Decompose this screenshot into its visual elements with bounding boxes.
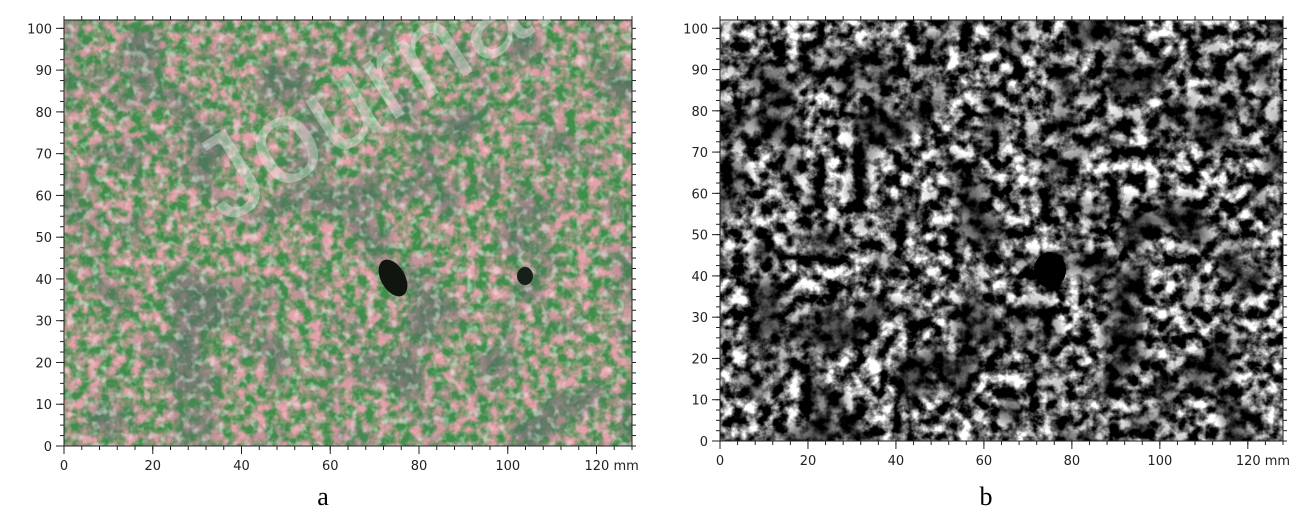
panel-a-x-tick-label: 40 [233,459,250,474]
panel-b-y-tick-label: 30 [691,311,708,326]
panel-b-x-tick-label: 60 [976,454,993,469]
panel-b-x-tick-label: 100 [1147,454,1172,469]
panel-b-x-tick-label: 120 mm [1236,454,1290,469]
panel-a-y-tick-label: 70 [35,148,52,163]
panel-a-y-tick-label: 80 [35,106,52,121]
panel-a-y-tick-label: 50 [35,231,52,246]
panel-a-caption: a [317,482,329,511]
panel-b-x-tick-label: 80 [1064,454,1081,469]
panel-a-y-tick-label: 30 [35,315,52,330]
panel-a-y-tick-label: 20 [35,356,52,371]
panel-b-y-tick-label: 10 [691,394,708,409]
panel-b-axes: 0 20 40 60 80 100 120 mm 0 10 20 30 40 50 60 70 80 90 100 [683,16,1290,469]
panel-b: 0 20 40 60 80 100 120 mm 0 10 20 30 40 50 60 70 80 90 100… [683,16,1290,511]
panel-a: 0 20 40 60 80 100 120 mm 0 10 20 30 40 50 60 70 80 90 100… [27,16,639,511]
panel-b-image [720,20,1283,441]
panel-a-y-tick-label: 60 [35,189,52,204]
panel-b-y-tick-label: 70 [691,146,708,161]
panel-b-y-tick-label: 80 [691,105,708,120]
panel-b-caption: b [980,482,993,511]
panel-a-x-tick-label: 20 [144,459,161,474]
panel-b-x-tick-label: 40 [888,454,905,469]
panel-a-image [64,20,632,446]
panel-b-y-tick-label: 40 [691,270,708,285]
panel-a-y-tick-label: 100 [27,22,52,37]
panel-a-x-tick-label: 60 [322,459,339,474]
panel-a-x-tick-label: 100 [495,459,520,474]
panel-a-y-tick-label: 0 [44,440,52,455]
panel-b-y-tick-label: 100 [683,22,708,37]
panel-b-x-tick-label: 20 [800,454,817,469]
panel-b-x-tick-label: 0 [716,454,724,469]
panel-b-y-tick-label: 60 [691,187,708,202]
panel-a-y-tick-label: 40 [35,273,52,288]
panel-a-y-tick-label: 90 [35,64,52,79]
panel-a-x-tick-label: 0 [60,459,68,474]
panel-a-y-tick-label: 10 [35,398,52,413]
panel-b-y-tick-label: 90 [691,64,708,79]
panel-b-y-tick-label: 50 [691,229,708,244]
panel-a-axes: 0 20 40 60 80 100 120 mm 0 10 20 30 40 50 60 70 80 90 100 [27,16,639,474]
panel-b-y-tick-label: 20 [691,352,708,367]
panel-b-y-tick-label: 0 [700,435,708,450]
panel-a-x-tick-label: 80 [411,459,428,474]
panel-a-x-tick-label: 120 mm [585,459,639,474]
